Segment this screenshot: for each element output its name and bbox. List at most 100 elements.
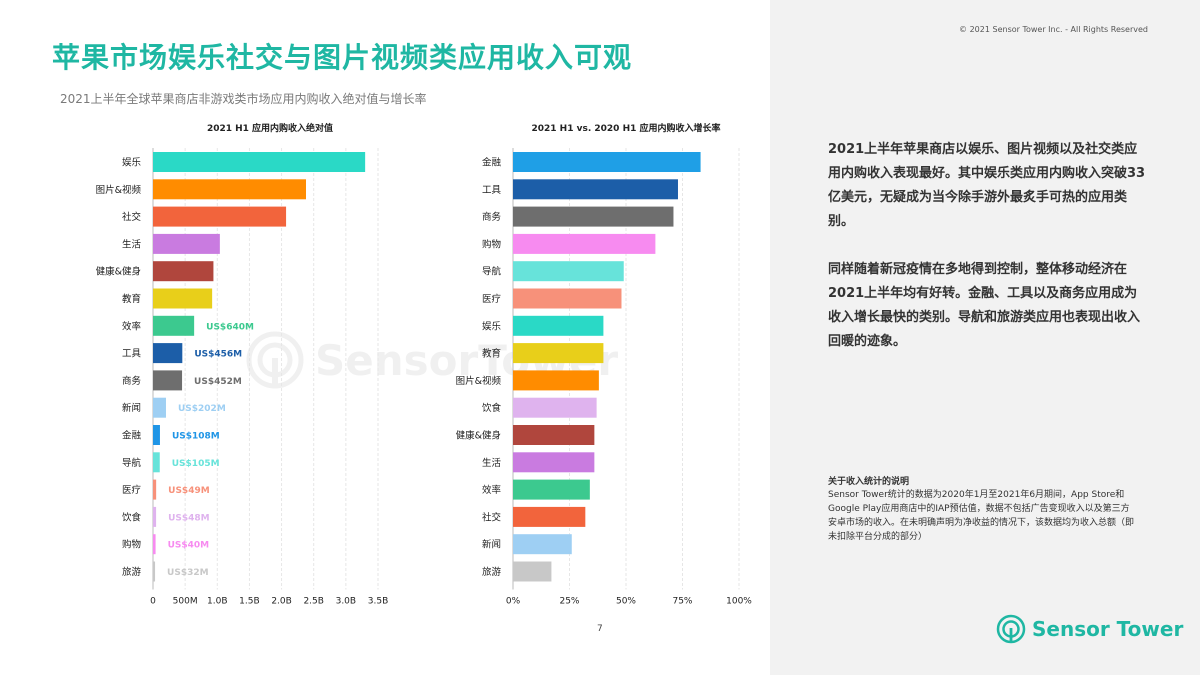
bar	[513, 152, 701, 172]
page-title: 苹果市场娱乐社交与图片视频类应用收入可观	[52, 41, 633, 74]
bar	[153, 233, 220, 254]
category-label: 工具	[482, 185, 502, 196]
x-tick-label: 0%	[506, 597, 521, 607]
category-label: 图片&视频	[96, 184, 142, 196]
data-label: US$40M	[168, 541, 210, 551]
x-tick-label: 2.5B	[303, 597, 324, 607]
right-panel	[770, 0, 1200, 675]
page-subtitle: 2021上半年全球苹果商店非游戏类市场应用内购收入绝对值与增长率	[60, 92, 427, 106]
category-label: 生活	[122, 238, 142, 250]
bar	[513, 233, 656, 254]
data-label: US$452M	[194, 377, 242, 387]
bar	[153, 315, 195, 336]
x-tick-label: 1.5B	[239, 597, 260, 607]
category-label: 效率	[122, 320, 142, 332]
x-tick-label: 2.0B	[271, 597, 292, 607]
category-label: 导航	[122, 457, 142, 469]
bar	[513, 206, 674, 227]
sensortower-logo: Sensor Tower	[996, 614, 1183, 644]
category-label: 医疗	[482, 293, 502, 305]
bar	[153, 370, 183, 391]
data-label: US$49M	[168, 486, 210, 496]
data-label: US$202M	[178, 404, 226, 414]
bar	[153, 288, 213, 309]
x-tick-label: 3.0B	[336, 597, 357, 607]
bar	[513, 534, 572, 555]
bar	[513, 370, 599, 391]
data-label: US$640M	[206, 322, 254, 332]
category-label: 社交	[122, 211, 142, 223]
category-label: 导航	[482, 266, 502, 278]
bar	[513, 288, 622, 309]
category-label: 娱乐	[482, 320, 502, 332]
bar	[153, 343, 183, 364]
bar	[153, 179, 306, 200]
category-label: 健康&健身	[96, 266, 141, 278]
bar	[153, 152, 366, 172]
category-label: 商务	[482, 211, 502, 223]
x-tick-label: 100%	[726, 597, 752, 607]
bar	[513, 261, 624, 282]
copyright-notice: © 2021 Sensor Tower Inc. - All Rights Re…	[959, 25, 1148, 34]
x-tick-label: 50%	[616, 597, 636, 607]
panel-paragraph-1: 2021上半年苹果商店以娱乐、图片视频以及社交类应用内购收入表现最好。其中娱乐类…	[828, 142, 1146, 229]
category-label: 生活	[482, 457, 502, 469]
bar	[513, 343, 604, 364]
category-label: 购物	[482, 238, 502, 250]
sensortower-logo-icon	[996, 614, 1026, 644]
category-label: 旅游	[122, 566, 142, 578]
category-label: 新闻	[122, 402, 141, 414]
growth-rate-chart: 0% 25% 50% 75% 100% 金融工具商务购物导航医疗娱乐教育图片&视频饮食健康…	[456, 148, 752, 607]
data-label: US$48M	[168, 513, 210, 523]
category-label: 健康&健身	[456, 430, 501, 442]
data-label: US$456M	[194, 350, 242, 360]
bar	[153, 261, 214, 282]
category-label: 图片&视频	[456, 375, 502, 387]
x-tick-label: 500M	[173, 597, 198, 607]
bar	[153, 479, 157, 500]
x-tick-label: 25%	[559, 597, 579, 607]
category-label: 社交	[482, 511, 502, 523]
bar	[513, 561, 552, 582]
data-label: US$105M	[172, 459, 220, 469]
chart-2-title: 2021 H1 vs. 2020 H1 应用内购收入增长率	[531, 124, 721, 134]
bar	[153, 206, 287, 227]
data-label: US$108M	[172, 432, 220, 442]
bar	[153, 534, 156, 555]
bar	[513, 315, 604, 336]
x-tick-label: 0	[150, 597, 156, 607]
category-label: 旅游	[482, 566, 502, 578]
bar	[153, 397, 166, 418]
bar	[153, 425, 160, 445]
category-label: 教育	[482, 348, 501, 360]
data-label: US$32M	[167, 568, 209, 578]
bar	[513, 452, 595, 473]
category-label: 饮食	[122, 511, 142, 523]
category-label: 金融	[482, 157, 502, 169]
x-tick-label: 75%	[672, 597, 692, 607]
category-label: 娱乐	[122, 157, 142, 169]
revenue-note-body: Sensor Tower统计的数据为2020年1月至2021年6月期间，App …	[828, 490, 1135, 542]
bar	[513, 397, 597, 418]
chart-1-title: 2021 H1 应用内购收入绝对值	[206, 124, 334, 134]
absolute-revenue-chart: 0 500M 1.0B 1.5B 2.0B 2.5B 3.0B 3.5B 娱乐图片&视频社交生活…	[96, 148, 389, 607]
bar	[153, 452, 160, 473]
category-label: 商务	[122, 375, 142, 387]
category-label: 效率	[482, 484, 502, 496]
category-label: 医疗	[122, 484, 142, 496]
category-label: 教育	[122, 293, 141, 305]
bar	[153, 506, 157, 527]
bar	[513, 425, 595, 445]
category-label: 新闻	[482, 539, 501, 551]
bar	[513, 479, 590, 500]
category-label: 工具	[122, 349, 142, 360]
x-tick-label: 3.5B	[368, 597, 389, 607]
revenue-note-title: 关于收入统计的说明	[828, 477, 910, 487]
page-number: 7	[597, 624, 603, 634]
bar	[513, 506, 586, 527]
logo-text: Sensor Tower	[1032, 617, 1184, 641]
category-label: 饮食	[482, 402, 502, 414]
bar	[153, 561, 156, 582]
panel-paragraph-2: 同样随着新冠疫情在多地得到控制，整体移动经济在2021上半年均有好转。金融、工具…	[828, 262, 1141, 349]
bar	[513, 179, 678, 200]
